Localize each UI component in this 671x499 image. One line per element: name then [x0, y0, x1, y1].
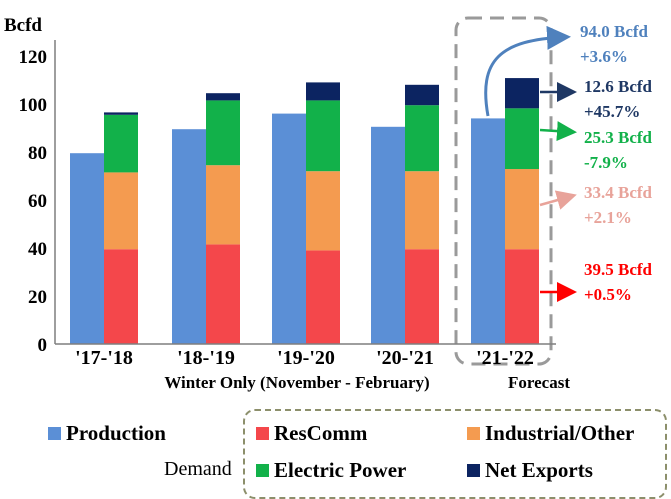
bar-segment-rescomm [306, 250, 340, 344]
bar-segment-electric-power [104, 114, 138, 173]
annotation-change: +0.5% [584, 285, 632, 304]
bar-production [471, 118, 505, 345]
annotation-value: 12.6 Bcfd [584, 77, 653, 96]
bar-segment-rescomm [206, 244, 240, 344]
annotation-value: 25.3 Bcfd [584, 128, 653, 147]
annotation-change: +45.7% [584, 102, 640, 121]
y-tick-label: 120 [19, 47, 48, 68]
bar-segment-net-exports [505, 78, 539, 109]
bar-segment-net-exports [405, 84, 439, 106]
legend-item-industrial: Industrial/Other [467, 421, 634, 446]
y-tick-label: 0 [38, 335, 48, 356]
legend-label-net-exports: Net Exports [485, 458, 593, 482]
legend-item-net-exports: Net Exports [467, 458, 593, 483]
demand-label: Demand [164, 458, 232, 480]
x-tick-label: '17-'18 [75, 347, 133, 369]
legend-swatch-rescomm [256, 427, 269, 440]
bar-production [172, 129, 206, 344]
bar-segment-rescomm [505, 249, 539, 344]
annotation-change: +3.6% [580, 47, 628, 66]
bar-production [371, 126, 405, 344]
legend-item-production: Production [48, 421, 166, 446]
bar-segment-net-exports [206, 93, 240, 101]
chart: '17-'18 '18-'19 '19-'20 '20-'21 '21-'22 0 20 40… [4, 15, 653, 392]
bar-segment-electric-power [206, 100, 240, 166]
annotation-value: 94.0 Bcfd [580, 22, 649, 41]
forecast-label: Forecast [508, 373, 570, 392]
bar-segment-industrial-other [206, 165, 240, 245]
y-tick-label: 40 [28, 239, 47, 260]
annotation-arrow [539, 190, 577, 210]
x-tick-label: '21-'22 [476, 347, 534, 369]
y-tick-label: 100 [19, 95, 48, 116]
legend-swatch-industrial [467, 427, 480, 440]
legend-label-production: Production [66, 421, 166, 445]
bar-segment-industrial-other [405, 171, 439, 250]
bar-segment-net-exports [306, 82, 340, 101]
y-tick-label: 80 [28, 143, 47, 164]
legend-label-industrial: Industrial/Other [485, 421, 635, 445]
y-tick-label: 20 [28, 287, 47, 308]
x-tick-label: '19-'20 [277, 347, 335, 369]
bar-segment-industrial-other [505, 169, 539, 250]
bar-segment-electric-power [306, 100, 340, 172]
bar-production [272, 113, 306, 344]
bar-production [70, 153, 104, 344]
annotation-value: 33.4 Bcfd [584, 183, 653, 202]
bar-segment-net-exports [104, 112, 138, 115]
legend-swatch-production [48, 427, 61, 440]
legend-swatch-net-exports [467, 464, 480, 477]
forecast-box [454, 16, 553, 366]
annotation-change: +2.1% [584, 208, 632, 227]
annotation-arrow [539, 121, 577, 142]
bar-segment-industrial-other [306, 171, 340, 251]
x-tick-label: '20-'21 [376, 347, 434, 369]
bar-segment-industrial-other [104, 172, 138, 250]
legend-item-rescomm: ResComm [256, 421, 367, 446]
bar-segment-electric-power [405, 105, 439, 172]
legend-label-rescomm: ResComm [274, 421, 368, 445]
x-axis-label: Winter Only (November - February) [164, 373, 429, 392]
annotation-arrow [484, 25, 571, 117]
annotation-change: -7.9% [584, 153, 628, 172]
chart-svg: '17-'18 '18-'19 '19-'20 '20-'21 '21-'22 0 20 40… [4, 15, 653, 392]
bar-segment-rescomm [104, 249, 138, 344]
bar-segment-rescomm [405, 249, 439, 344]
y-tick-label: 60 [28, 191, 47, 212]
annotation-value: 39.5 Bcfd [584, 260, 653, 279]
legend-label-electric-power: Electric Power [274, 458, 407, 482]
x-tick-label: '18-'19 [177, 347, 235, 369]
legend-swatch-electric-power [256, 464, 269, 477]
bar-segment-electric-power [505, 108, 539, 170]
y-axis-label: Bcfd [4, 15, 42, 36]
legend-item-electric-power: Electric Power [256, 458, 406, 483]
